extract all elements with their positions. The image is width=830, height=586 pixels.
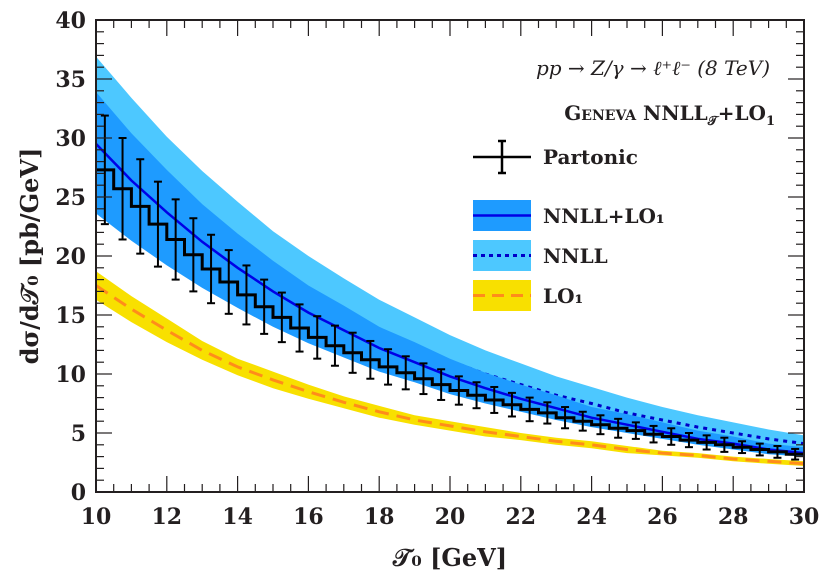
x-tick-label: 28: [718, 504, 749, 530]
error-bar: [702, 434, 711, 451]
x-tick-label: 10: [81, 504, 112, 530]
error-bar: [525, 396, 534, 423]
error-bar: [472, 381, 481, 410]
plot-area: [94, 56, 805, 466]
error-bar: [507, 391, 516, 418]
legend-title-name: Geneva: [564, 101, 637, 125]
error-bar: [224, 249, 233, 315]
error-bar: [578, 410, 587, 432]
error-bar: [543, 401, 552, 425]
legend-title-rest-sub: 1: [766, 114, 775, 129]
error-bar: [454, 375, 463, 406]
error-bar: [437, 368, 446, 401]
nnll-lo1-central-line: [95, 143, 805, 455]
error-bar: [791, 447, 800, 461]
y-tick-label: 25: [55, 185, 86, 211]
error-bar: [366, 339, 375, 380]
nnll-lo1-band: [96, 92, 804, 457]
x-tick-label: 24: [576, 504, 607, 530]
error-bar: [189, 217, 198, 293]
y-tick-label: 5: [71, 421, 86, 447]
legend-title-main: NNLL: [643, 101, 708, 125]
error-bar: [738, 440, 747, 455]
y-tick-label: 10: [55, 362, 86, 388]
error-bar: [136, 158, 145, 255]
error-bar: [401, 355, 410, 391]
x-tick-label: 22: [505, 504, 536, 530]
error-bar: [330, 324, 339, 367]
error-bar: [384, 348, 393, 386]
process-label: pp → Z/γ → ℓ⁺ℓ⁻ (8 TeV): [536, 56, 770, 80]
x-tick-label: 14: [222, 504, 253, 530]
x-axis-label: 𝒯₀ [GeV]: [392, 543, 507, 572]
error-bar: [631, 421, 640, 440]
legend-entry-nnll: NNLL: [473, 240, 608, 271]
x-tick-label: 26: [647, 504, 678, 530]
error-bar: [561, 406, 570, 430]
error-bar: [773, 444, 782, 459]
error-bar: [100, 114, 109, 226]
legend-title-rest: +LO: [718, 101, 766, 125]
y-tick-label: 30: [55, 126, 86, 152]
y-tick-label: 40: [55, 8, 86, 34]
error-bar: [118, 137, 127, 241]
error-bar: [171, 198, 180, 281]
y-tick-label: 15: [55, 303, 86, 329]
y-tick-label: 20: [55, 244, 86, 270]
y-tick-label: 35: [55, 67, 86, 93]
y-axis-label: dσ/d𝒯₀ [pb/GeV]: [15, 148, 44, 365]
partonic-histogram: [96, 168, 804, 456]
error-bar: [755, 442, 764, 457]
lo1-central-line: [95, 284, 805, 466]
error-bar: [277, 291, 286, 344]
error-bar: [348, 331, 357, 374]
errorbar-symbol-icon: [473, 139, 531, 175]
x-tick-label: 30: [789, 504, 820, 530]
legend-label-partonic: Partonic: [543, 145, 638, 169]
error-bar: [242, 264, 251, 326]
error-bar: [490, 385, 499, 414]
legend-title: Geneva NNLL𝒯+LO1: [564, 101, 775, 129]
x-tick-label: 18: [364, 504, 395, 530]
error-bar: [313, 315, 322, 360]
legend-label-nnll: NNLL: [543, 244, 608, 268]
x-tick-label: 20: [435, 504, 466, 530]
error-bar: [614, 417, 623, 439]
error-bar: [295, 303, 304, 353]
legend-label-lo1: LO₁: [543, 284, 583, 308]
error-bar: [207, 233, 216, 305]
legend-entry-lo1: LO₁: [473, 280, 583, 311]
error-bar: [596, 414, 605, 436]
error-bar: [260, 278, 269, 335]
legend-entry-nnll-lo1: NNLL+LO₁: [473, 200, 665, 231]
x-tick-label: 16: [293, 504, 324, 530]
legend: Partonic NNLL+LO₁ NNLL LO₁: [473, 139, 665, 311]
x-tick-label: 12: [151, 504, 182, 530]
y-tick-label: 0: [71, 480, 86, 506]
error-bar: [649, 424, 658, 444]
error-bar: [153, 180, 162, 268]
legend-title-sub: 𝒯: [707, 114, 720, 129]
legend-label-nnll-lo1: NNLL+LO₁: [543, 204, 665, 228]
axis-ticks: 10 12 14 16 18 20 22 24 26 28 30 0 5 10 15 20 25 30 35 40: [55, 8, 819, 530]
error-bar: [667, 427, 676, 446]
error-bar: [419, 362, 428, 396]
error-bar: [684, 432, 693, 449]
legend-entry-partonic: Partonic: [473, 139, 638, 175]
error-bar: [720, 436, 729, 453]
